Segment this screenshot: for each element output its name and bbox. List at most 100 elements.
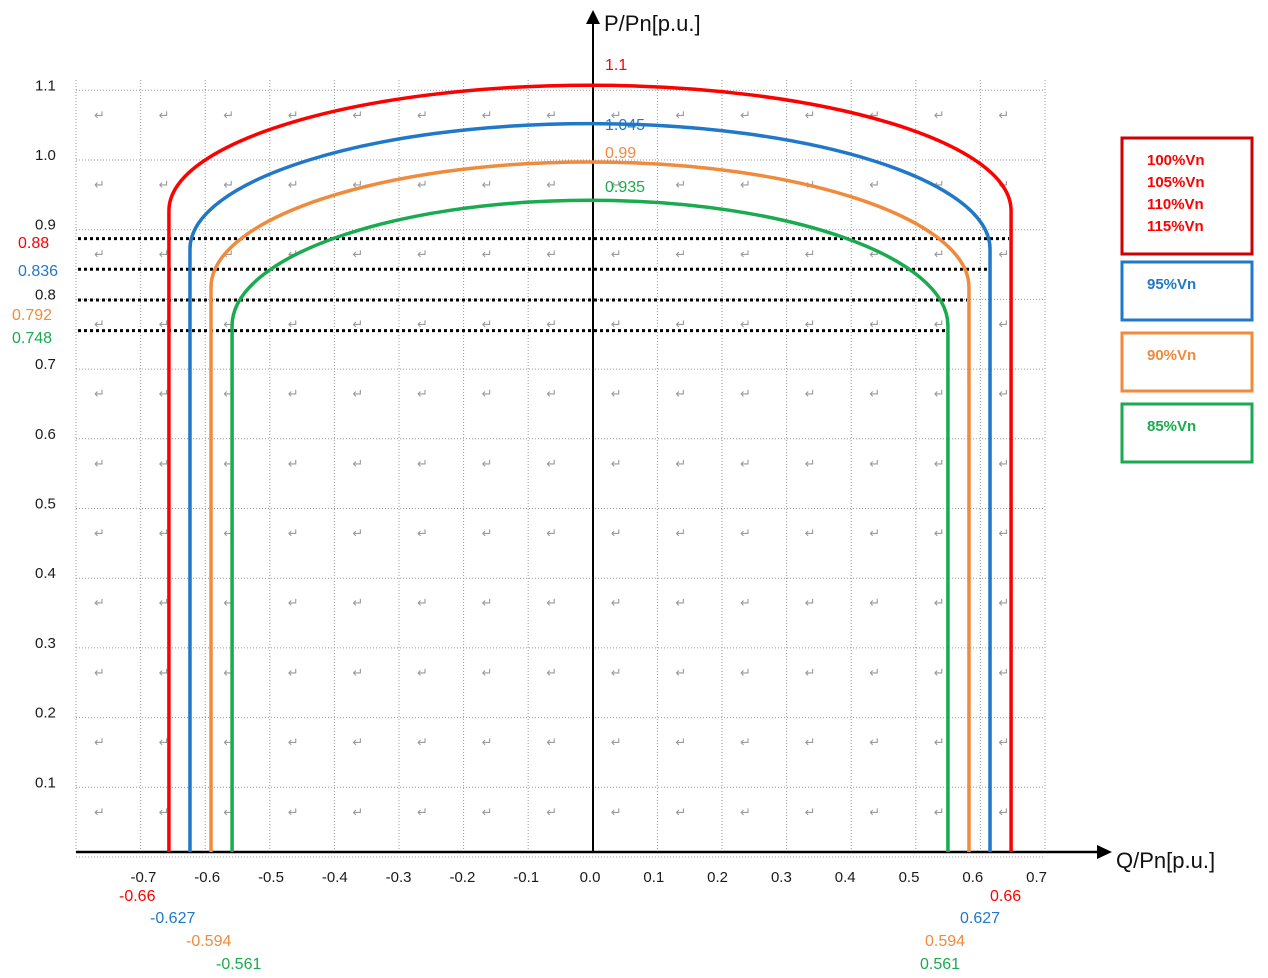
- legend-entry: 85%Vn: [1147, 418, 1196, 435]
- legend-entry: 115%Vn: [1147, 218, 1204, 235]
- paragraph-mark-icon: ↵: [546, 456, 557, 471]
- paragraph-mark-icon: ↵: [998, 526, 1009, 541]
- paragraph-mark-icon: ↵: [546, 107, 557, 122]
- paragraph-mark-icon: ↵: [417, 665, 428, 680]
- paragraph-mark-icon: ↵: [998, 595, 1009, 610]
- paragraph-mark-icon: ↵: [934, 595, 945, 610]
- paragraph-mark-icon: ↵: [223, 804, 234, 819]
- paragraph-mark-icon: ↵: [352, 316, 363, 331]
- paragraph-mark-icon: ↵: [675, 247, 686, 262]
- x-tick-label: -0.2: [449, 869, 475, 886]
- legend-entry: 105%Vn: [1147, 174, 1205, 191]
- paragraph-mark-icon: ↵: [417, 526, 428, 541]
- paragraph-mark-icon: ↵: [417, 107, 428, 122]
- y-tick-label: 0.7: [35, 356, 56, 373]
- legend-entry: 95%Vn: [1147, 276, 1196, 293]
- q-min-label: -0.627: [150, 910, 195, 927]
- paragraph-mark-icon: ↵: [675, 665, 686, 680]
- capability-curve: [167, 83, 1013, 852]
- paragraph-mark-icon: ↵: [611, 107, 622, 122]
- paragraph-mark-icon: ↵: [288, 665, 299, 680]
- paragraph-mark-icon: ↵: [159, 735, 170, 750]
- paragraph-mark-icon: ↵: [223, 247, 234, 262]
- p-corner-label: 0.836: [18, 263, 58, 280]
- paragraph-mark-icon: ↵: [675, 526, 686, 541]
- paragraph-mark-icon: ↵: [159, 595, 170, 610]
- paragraph-mark-icon: ↵: [805, 107, 816, 122]
- paragraph-mark-icon: ↵: [546, 804, 557, 819]
- paragraph-mark-icon: ↵: [805, 316, 816, 331]
- paragraph-mark-icon: ↵: [740, 107, 751, 122]
- q-min-label: -0.594: [186, 933, 231, 950]
- y-tick-label: 1.1: [35, 77, 56, 94]
- y-axis-label: P/Pn[p.u.]: [604, 11, 701, 36]
- paragraph-mark-icon: ↵: [288, 804, 299, 819]
- paragraph-mark-icon: ↵: [805, 526, 816, 541]
- paragraph-mark-icon: ↵: [94, 735, 105, 750]
- paragraph-mark-icon: ↵: [675, 735, 686, 750]
- paragraph-mark-icon: ↵: [998, 386, 1009, 401]
- p-corner-label: 0.88: [18, 235, 49, 252]
- x-tick-label: -0.7: [130, 869, 156, 886]
- paragraph-mark-icon: ↵: [675, 177, 686, 192]
- paragraph-mark-icon: ↵: [223, 526, 234, 541]
- q-max-label: 0.66: [990, 888, 1021, 905]
- paragraph-mark-icon: ↵: [94, 456, 105, 471]
- capability-curve: [188, 121, 992, 852]
- paragraph-mark-icon: ↵: [352, 804, 363, 819]
- paragraph-mark-icon: ↵: [934, 386, 945, 401]
- paragraph-mark-icon: ↵: [869, 316, 880, 331]
- paragraph-mark-icon: ↵: [611, 177, 622, 192]
- paragraph-mark-icon: ↵: [740, 526, 751, 541]
- paragraph-mark-icon: ↵: [611, 386, 622, 401]
- paragraph-mark-icon: ↵: [352, 107, 363, 122]
- paragraph-mark-icon: ↵: [223, 456, 234, 471]
- y-tick-label: 1.0: [35, 147, 56, 164]
- paragraph-mark-icon: ↵: [482, 247, 493, 262]
- paragraph-mark-icon: ↵: [546, 526, 557, 541]
- paragraph-mark-icon: ↵: [675, 456, 686, 471]
- paragraph-mark-icon: ↵: [417, 247, 428, 262]
- paragraph-mark-icon: ↵: [223, 665, 234, 680]
- paragraph-mark-icon: ↵: [352, 456, 363, 471]
- paragraph-mark-icon: ↵: [417, 316, 428, 331]
- x-tick-label: -0.1: [513, 869, 539, 886]
- p-max-label: 1.1: [605, 57, 627, 74]
- paragraph-mark-icon: ↵: [998, 107, 1009, 122]
- x-tick-label: 0.0: [580, 869, 601, 886]
- paragraph-mark-icon: ↵: [740, 247, 751, 262]
- paragraph-mark-icon: ↵: [546, 177, 557, 192]
- paragraph-mark-icon: ↵: [934, 735, 945, 750]
- y-tick-label: 0.8: [35, 286, 56, 303]
- paragraph-mark-icon: ↵: [934, 526, 945, 541]
- paragraph-mark-icon: ↵: [934, 247, 945, 262]
- y-tick-label: 0.2: [35, 705, 56, 722]
- paragraph-mark-icon: ↵: [740, 456, 751, 471]
- paragraph-mark-icon: ↵: [611, 316, 622, 331]
- paragraph-mark-icon: ↵: [934, 316, 945, 331]
- paragraph-mark-icon: ↵: [934, 804, 945, 819]
- paragraph-mark-icon: ↵: [223, 316, 234, 331]
- paragraph-mark-icon: ↵: [869, 595, 880, 610]
- legend-box: [1120, 331, 1254, 393]
- legend: 100%Vn 105%Vn 110%Vn 115%Vn 95%Vn 90%Vn 85%Vn: [1120, 136, 1254, 464]
- paragraph-mark-icon: ↵: [94, 107, 105, 122]
- paragraph-mark-icon: ↵: [805, 595, 816, 610]
- paragraph-mark-icon: ↵: [288, 456, 299, 471]
- x-tick-label: 0.7: [1026, 869, 1047, 886]
- paragraph-mark-icon: ↵: [223, 595, 234, 610]
- paragraph-mark-icon: ↵: [869, 456, 880, 471]
- paragraph-mark-icon: ↵: [482, 316, 493, 331]
- x-tick-label: 0.5: [899, 869, 920, 886]
- paragraph-mark-icon: ↵: [869, 526, 880, 541]
- p-corner-label: 0.792: [12, 307, 52, 324]
- paragraph-mark-icon: ↵: [159, 177, 170, 192]
- x-tick-label: -0.5: [258, 869, 284, 886]
- capability-curve: [209, 160, 971, 852]
- paragraph-mark-icon: ↵: [805, 386, 816, 401]
- paragraph-mark-icon: ↵: [482, 386, 493, 401]
- y-tick-label: 0.9: [35, 217, 56, 234]
- paragraph-mark-icon: ↵: [159, 386, 170, 401]
- paragraph-mark-icon: ↵: [675, 386, 686, 401]
- paragraph-mark-icon: ↵: [482, 735, 493, 750]
